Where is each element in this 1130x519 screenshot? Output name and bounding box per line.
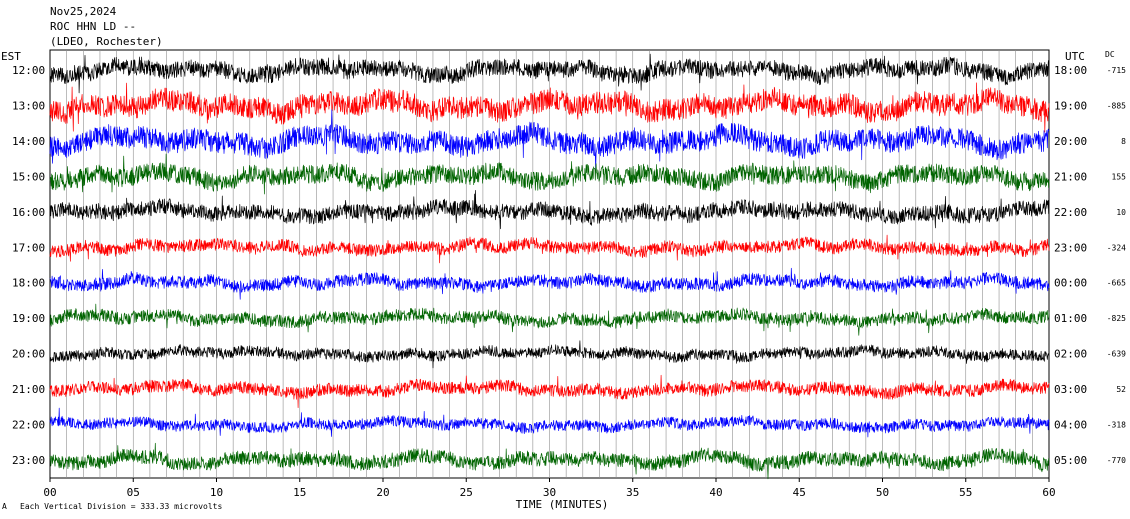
x-tick-label: 35 (626, 486, 639, 499)
seismic-traces (49, 53, 1050, 480)
trace-row-1600 (49, 190, 1050, 230)
x-tick-label: 05 (127, 486, 140, 499)
est-hour-label: 12:00 (12, 64, 45, 77)
minute-grid (66, 50, 1033, 478)
utc-hour-label: 19:00 (1054, 99, 1087, 112)
trace-row-1900 (49, 303, 1050, 336)
dc-offset-value: -324 (1107, 243, 1126, 252)
dc-offset-value: -885 (1107, 101, 1126, 110)
est-hour-label: 23:00 (12, 454, 45, 467)
network-name: (LDEO, Rochester) (50, 35, 163, 48)
utc-hour-label: 01:00 (1054, 312, 1087, 325)
dc-offset-value: 8 (1121, 137, 1126, 146)
est-hour-label: 17:00 (12, 241, 45, 254)
trace-row-1300 (49, 82, 1050, 133)
x-tick-label: 50 (876, 486, 889, 499)
x-tick-label: 20 (376, 486, 389, 499)
x-tick-label: 10 (210, 486, 223, 499)
trace-row-1200 (49, 53, 1050, 94)
utc-hour-label: 05:00 (1054, 454, 1087, 467)
utc-hour-label: 21:00 (1054, 170, 1087, 183)
est-hour-label: 14:00 (12, 135, 45, 148)
x-tick-label: 15 (293, 486, 306, 499)
est-hour-label: 13:00 (12, 99, 45, 112)
dc-offset-value: 52 (1116, 385, 1126, 394)
dc-offset-value: -639 (1107, 350, 1126, 359)
est-hour-label: 22:00 (12, 419, 45, 432)
trace-row-2200 (49, 407, 1050, 438)
trace-row-2000 (49, 340, 1050, 369)
scale-note: Each Vertical Division = 333.33 microvol… (20, 502, 222, 511)
est-hour-label: 16:00 (12, 206, 45, 219)
dc-offset-value: -318 (1107, 421, 1126, 430)
est-zone-label: EST (1, 50, 21, 63)
est-hour-label: 21:00 (12, 383, 45, 396)
utc-zone-label: UTC (1065, 50, 1085, 63)
utc-hour-label: 03:00 (1054, 383, 1087, 396)
utc-hour-label: 18:00 (1054, 64, 1087, 77)
dc-offset-value: 155 (1112, 172, 1127, 181)
x-tick-label: 25 (460, 486, 473, 499)
dc-offset-value: -770 (1107, 456, 1126, 465)
est-hour-label: 15:00 (12, 170, 45, 183)
station-code: ROC HHN LD -- (50, 20, 136, 33)
utc-hour-label: 20:00 (1054, 135, 1087, 148)
dc-offset-value: -665 (1107, 279, 1126, 288)
corner-mark: A (2, 502, 7, 511)
utc-hour-label: 04:00 (1054, 419, 1087, 432)
utc-hour-label: 02:00 (1054, 348, 1087, 361)
trace-row-1500 (49, 153, 1050, 195)
x-tick-label: 60 (1042, 486, 1055, 499)
x-tick-label: 40 (709, 486, 722, 499)
est-hour-label: 19:00 (12, 312, 45, 325)
x-tick-label: 00 (43, 486, 56, 499)
dc-offset-value: -825 (1107, 314, 1126, 323)
chart-date: Nov25,2024 (50, 5, 117, 18)
est-hour-label: 20:00 (12, 348, 45, 361)
dc-offset-value: 10 (1116, 208, 1126, 217)
utc-hour-label: 00:00 (1054, 277, 1087, 290)
x-tick-label: 30 (543, 486, 556, 499)
x-tick-label: 45 (793, 486, 806, 499)
trace-row-1700 (49, 234, 1050, 264)
trace-row-2300 (49, 442, 1050, 480)
trace-row-1800 (49, 267, 1050, 300)
dc-offset-value: -715 (1107, 66, 1126, 75)
trace-row-2100 (49, 374, 1050, 408)
row-labels: 12:00 18:00 -715 13:00 19:00 -885 14:00 20:00 8 1… (12, 64, 1126, 467)
trace-row-1400 (49, 109, 1050, 172)
est-hour-label: 18:00 (12, 277, 45, 290)
dc-column-label: DC (1105, 50, 1115, 59)
x-tick-label: 55 (959, 486, 972, 499)
utc-hour-label: 22:00 (1054, 206, 1087, 219)
x-axis-title: TIME (MINUTES) (516, 498, 609, 511)
utc-hour-label: 23:00 (1054, 241, 1087, 254)
x-axis-ticks: 00 05 10 15 20 25 30 35 40 45 50 55 60 (43, 478, 1056, 499)
